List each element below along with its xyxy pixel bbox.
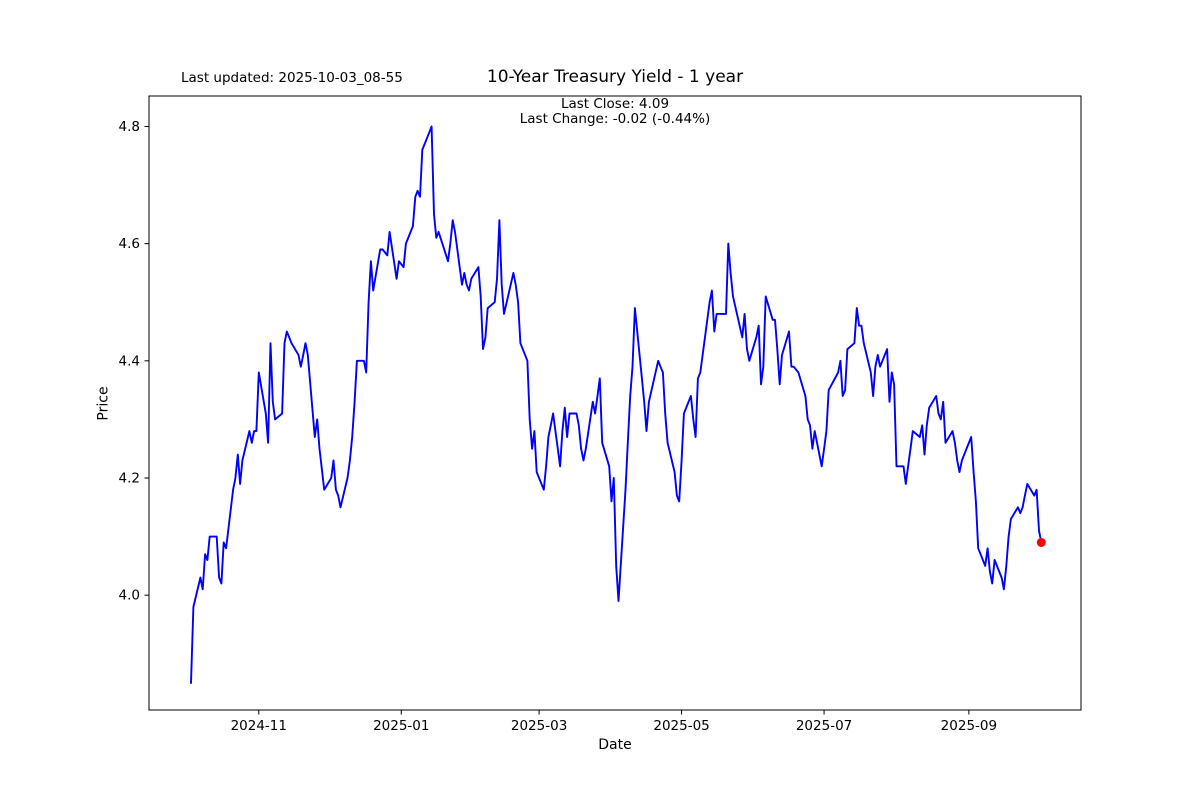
x-tick-label: 2025-05	[653, 718, 709, 734]
last-close-annotation: Last Close: 4.09	[560, 96, 670, 112]
x-tick-label: 2025-03	[511, 718, 567, 734]
yield-price-line	[190, 125, 1043, 684]
last-close-marker	[1036, 537, 1046, 547]
last-updated-text: Last updated: 2025-10-03_08-55	[181, 70, 403, 86]
y-tick-label: 4.6	[119, 236, 140, 252]
y-tick-label: 4.8	[119, 119, 140, 135]
x-tick-label: 2025-07	[796, 718, 852, 734]
y-axis-label: Price	[95, 386, 112, 421]
x-tick-label: 2025-09	[941, 718, 997, 734]
chart-title: 10-Year Treasury Yield - 1 year	[486, 67, 744, 87]
y-tick-label: 4.0	[119, 588, 140, 604]
x-axis-label: Date	[598, 737, 632, 753]
y-tick-label: 4.4	[119, 353, 140, 369]
y-tick-label: 4.2	[119, 470, 140, 486]
x-tick-label: 2025-01	[373, 718, 429, 734]
last-change-annotation: Last Change: -0.02 (-0.44%)	[519, 111, 711, 127]
axes-border	[148, 95, 1082, 711]
x-tick-label: 2024-11	[231, 718, 287, 734]
